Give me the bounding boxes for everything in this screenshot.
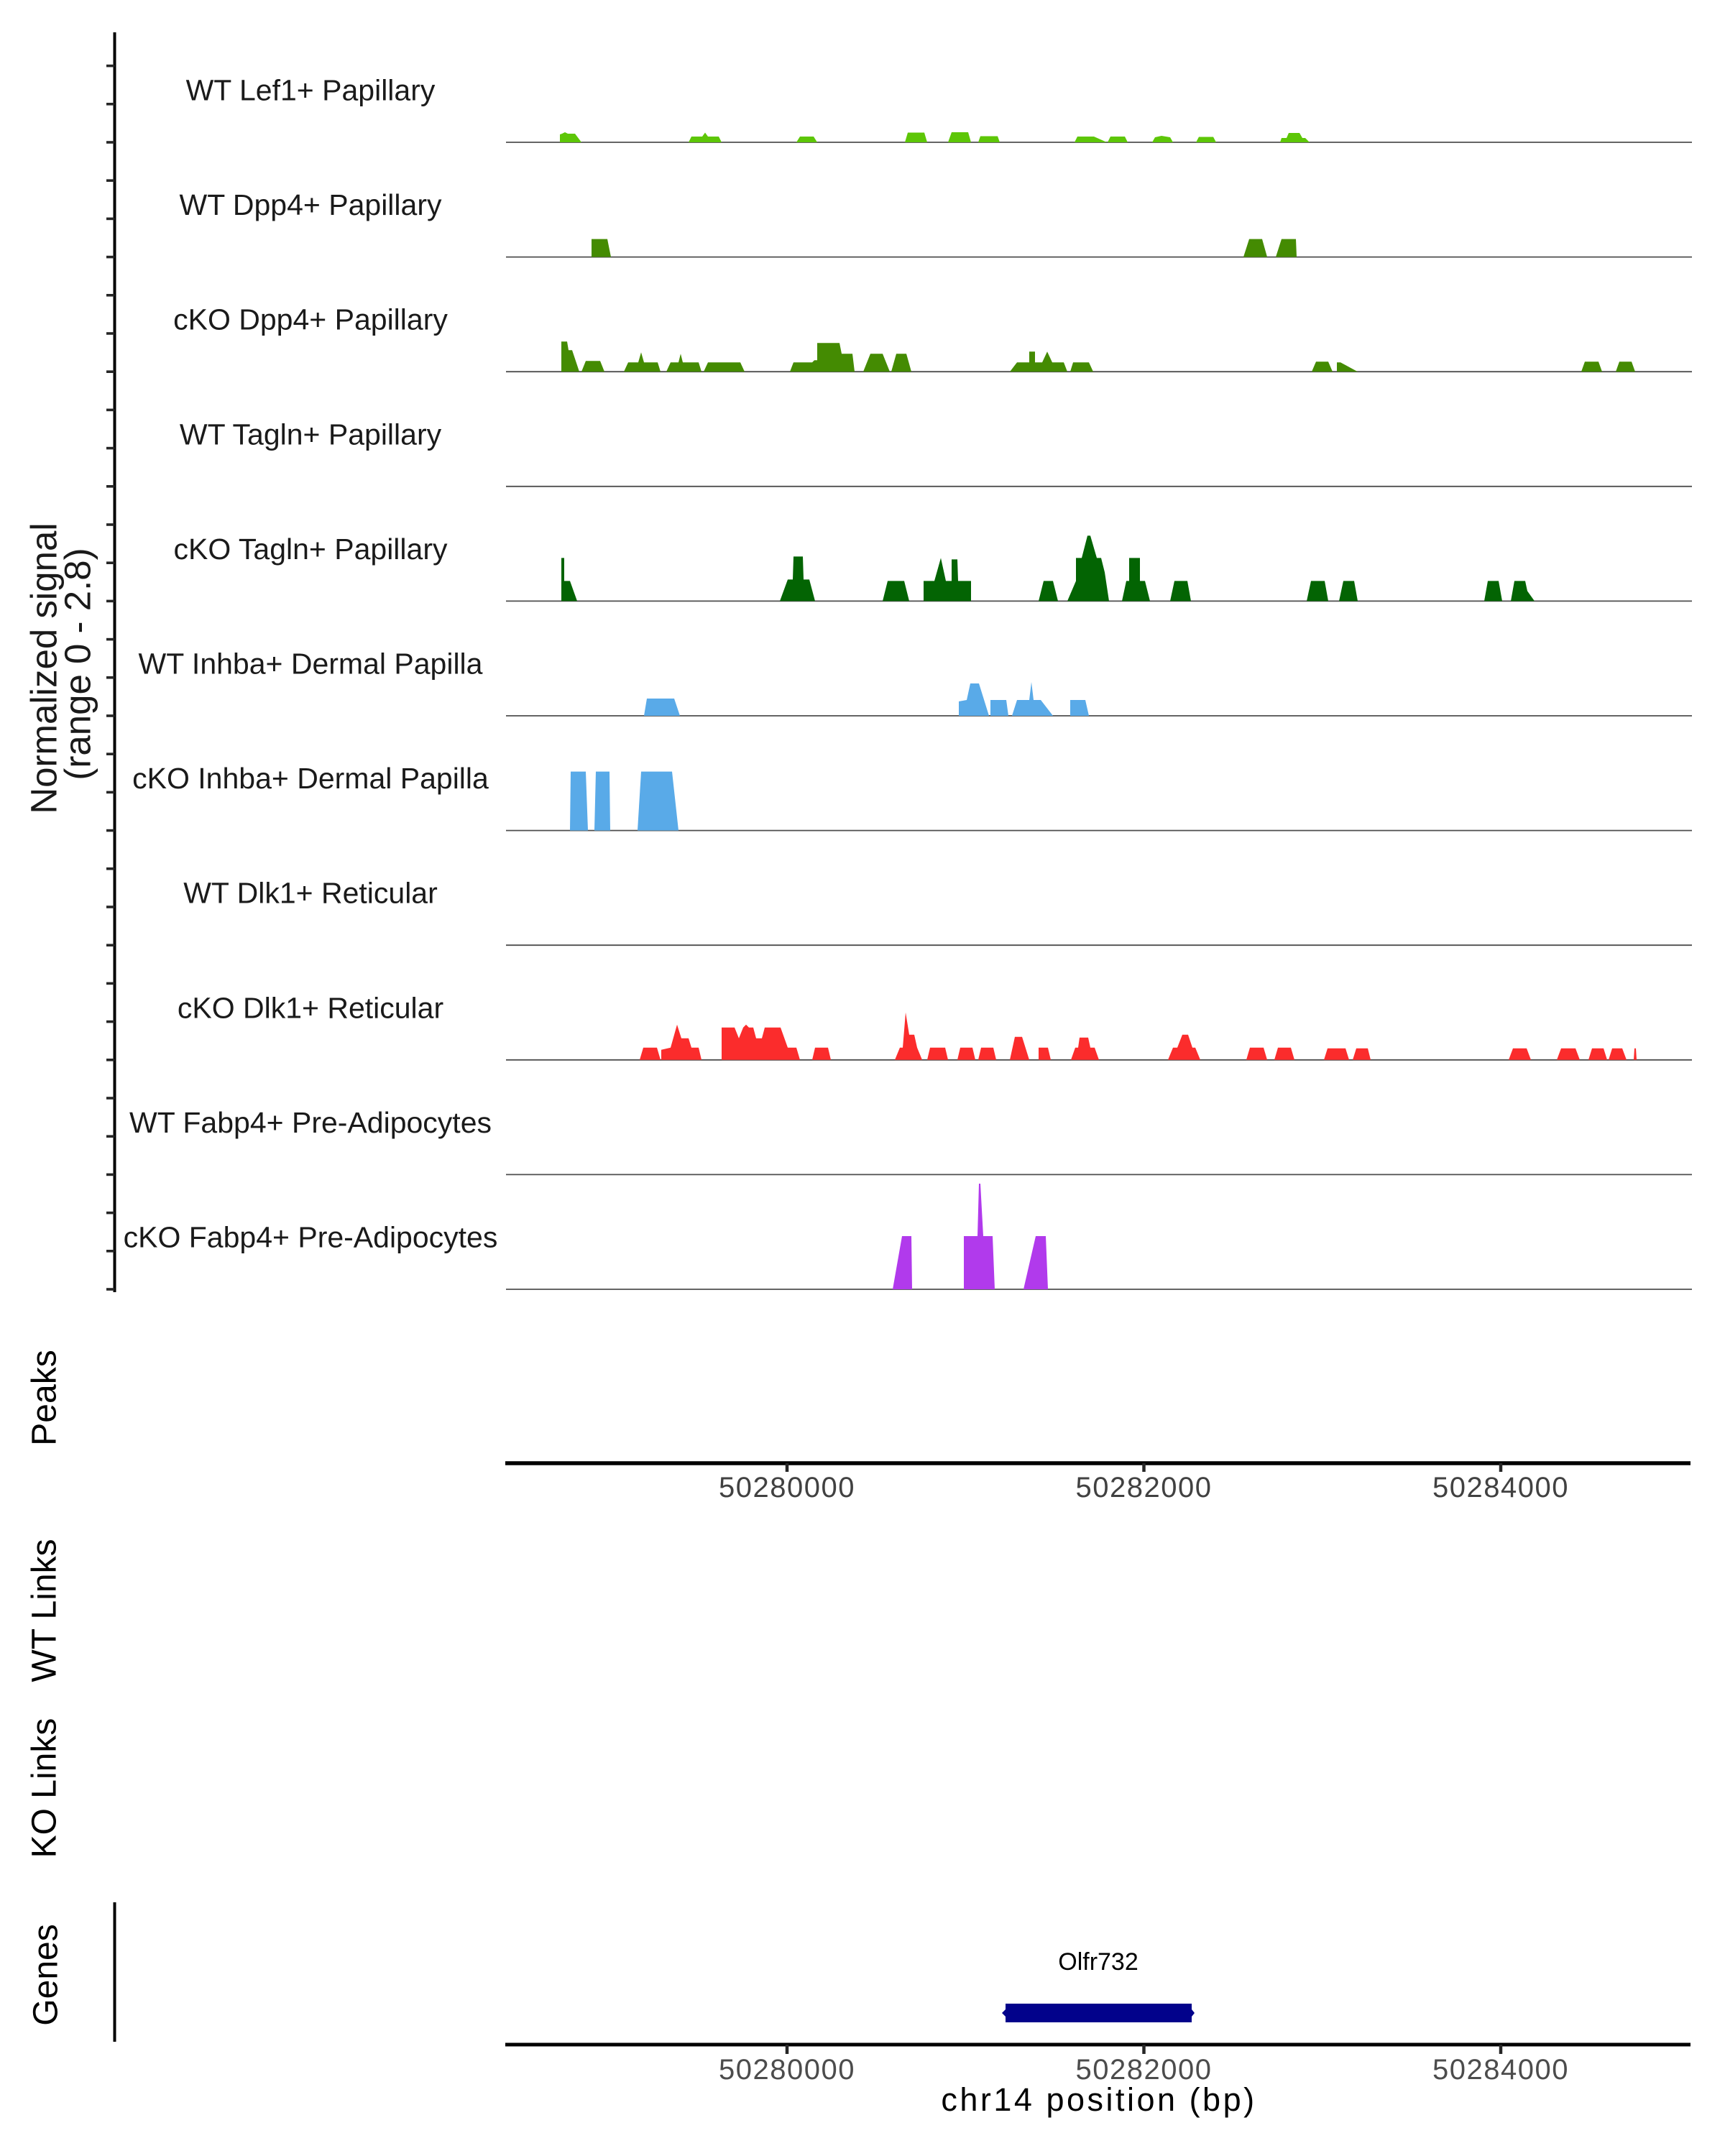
svg-text:cKO Dpp4+ Papillary: cKO Dpp4+ Papillary [173,303,448,336]
svg-text:cKO Inhba+ Dermal Papilla: cKO Inhba+ Dermal Papilla [132,762,489,795]
svg-text:WT Dlk1+ Reticular: WT Dlk1+ Reticular [183,877,438,910]
svg-text:cKO Tagln+ Papillary: cKO Tagln+ Papillary [174,533,448,566]
svg-text:50284000: 50284000 [1432,1472,1569,1503]
svg-text:WT Lef1+ Papillary: WT Lef1+ Papillary [186,74,436,107]
svg-text:50280000: 50280000 [719,2054,855,2086]
svg-text:WT Links: WT Links [26,1539,64,1682]
svg-text:WT Inhba+ Dermal Papilla: WT Inhba+ Dermal Papilla [139,648,483,681]
svg-text:WT Dpp4+ Papillary: WT Dpp4+ Papillary [180,188,442,221]
svg-text:50282000: 50282000 [1076,2054,1213,2086]
svg-text:chr14 position (bp): chr14 position (bp) [941,2081,1256,2118]
svg-text:Olfr732: Olfr732 [1058,1948,1138,1976]
svg-text:WT Tagln+ Papillary: WT Tagln+ Papillary [180,418,442,451]
svg-text:50282000: 50282000 [1076,1472,1213,1503]
svg-text:cKO Fabp4+ Pre-Adipocytes: cKO Fabp4+ Pre-Adipocytes [124,1221,498,1254]
svg-text:50280000: 50280000 [719,1472,855,1503]
svg-text:cKO Dlk1+ Reticular: cKO Dlk1+ Reticular [178,991,443,1024]
svg-text:Normalized signal: Normalized signal [24,522,65,814]
svg-text:50284000: 50284000 [1432,2054,1569,2086]
svg-text:Genes: Genes [27,1924,65,2025]
svg-text:WT Fabp4+ Pre-Adipocytes: WT Fabp4+ Pre-Adipocytes [129,1106,492,1139]
svg-text:(range 0 - 2.8): (range 0 - 2.8) [58,548,98,780]
svg-text:Peaks: Peaks [26,1350,64,1445]
svg-text:KO Links: KO Links [26,1718,64,1858]
